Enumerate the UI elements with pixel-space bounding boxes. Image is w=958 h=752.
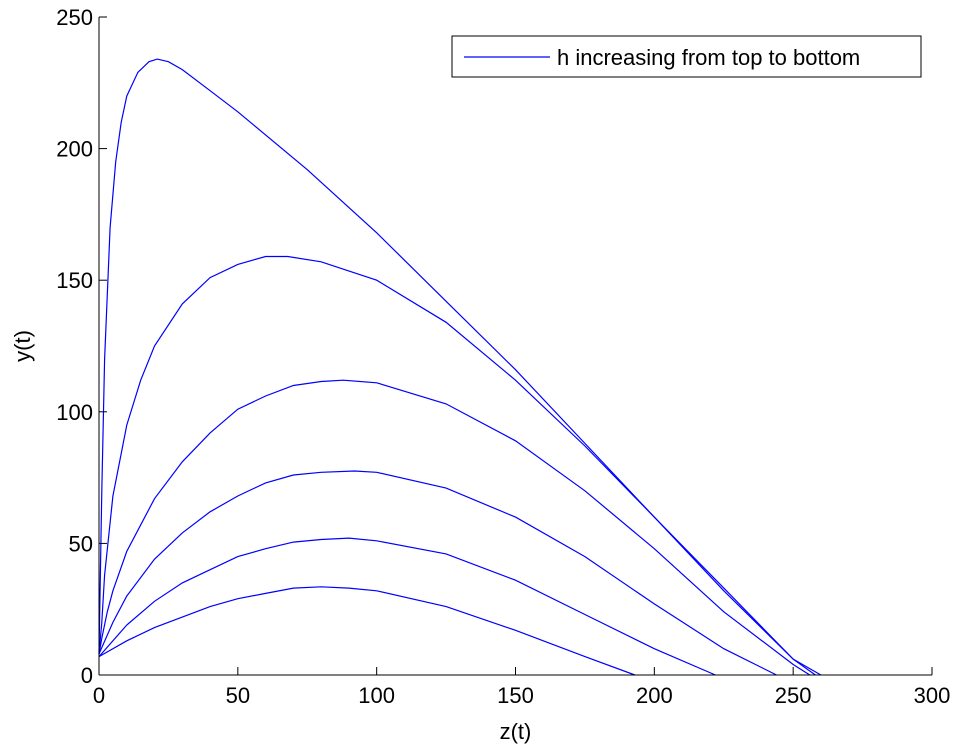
x-tick-label: 100 [358,683,395,708]
legend: h increasing from top to bottom [451,35,922,78]
y-tick-label: 250 [56,5,93,30]
axes: 0 50 100 150 200 250 300 0 50 100 150 200 250 [56,5,950,708]
x-tick-label: 50 [226,683,250,708]
series-line-5 [98,537,716,676]
y-tick-label: 50 [69,531,93,556]
y-tick-label: 200 [56,137,93,162]
series-line-4 [98,470,777,676]
x-tick-label: 150 [497,683,534,708]
y-axis-label: y(t) [10,330,35,362]
x-tick-label: 250 [775,683,812,708]
y-tick-label: 0 [81,663,93,688]
series-line-3 [98,379,811,676]
series-line-6 [98,586,636,676]
x-tick-label: 0 [93,683,105,708]
series-line-1 [98,58,822,676]
y-tick-label: 150 [56,268,93,293]
series-line-2 [98,255,816,676]
x-tick-label: 300 [914,683,951,708]
legend-entry: h increasing from top to bottom [557,45,860,70]
x-axis-label: z(t) [500,719,532,744]
y-tick-label: 100 [56,400,93,425]
plot-area [98,58,822,676]
x-tick-label: 200 [636,683,673,708]
